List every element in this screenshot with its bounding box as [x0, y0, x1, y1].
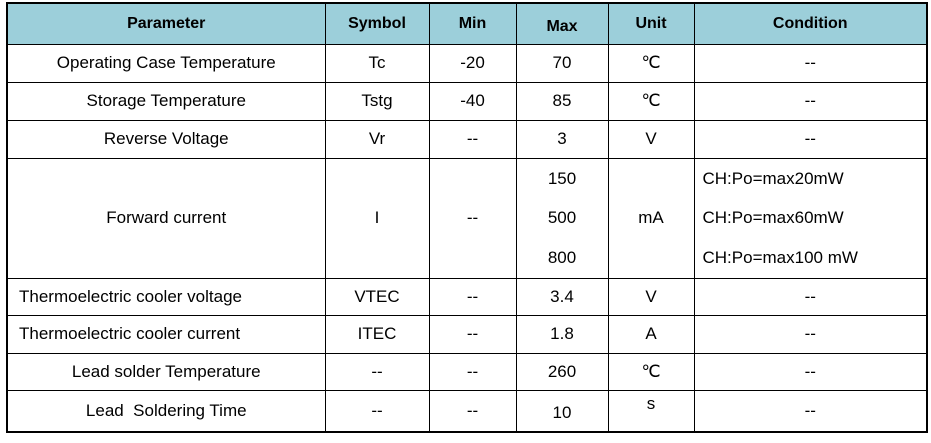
unit-value: s	[646, 393, 656, 413]
cell-symbol: I	[324, 157, 430, 279]
cell-max: 150 500 800	[515, 157, 609, 279]
table-row-forward-current: Forward current I -- 150 500 800 mA CH:P…	[6, 157, 928, 279]
condition-values-stack: CH:Po=max20mW CH:Po=max60mW CH:Po=max100…	[703, 159, 927, 277]
cell-condition: CH:Po=max20mW CH:Po=max60mW CH:Po=max100…	[693, 157, 928, 279]
cell-condition: --	[693, 43, 928, 83]
cell-condition: --	[693, 119, 928, 159]
cell-max: 70	[515, 43, 609, 83]
cell-parameter: Lead solder Temperature	[6, 352, 326, 391]
cell-min: --	[428, 389, 517, 433]
cell-min: --	[428, 119, 517, 159]
header-max-label: Max	[546, 17, 578, 35]
cell-unit: ℃	[607, 352, 695, 391]
cell-min: --	[428, 314, 517, 354]
table-row: Thermoelectric cooler voltage VTEC -- 3.…	[6, 277, 928, 316]
cell-max: 3.4	[515, 277, 609, 316]
header-parameter: Parameter	[6, 2, 326, 45]
table-row: Thermoelectric cooler current ITEC -- 1.…	[6, 314, 928, 354]
cell-condition: --	[693, 389, 928, 433]
cell-parameter: Reverse Voltage	[6, 119, 326, 159]
cell-unit: s	[607, 389, 695, 433]
condition-line: CH:Po=max20mW	[702, 169, 844, 189]
cell-symbol: Tc	[324, 43, 430, 83]
absolute-maximum-ratings-table: Parameter Symbol Min Max Unit Condition …	[6, 2, 928, 433]
cell-condition: --	[693, 352, 928, 391]
max-value-line: 800	[547, 247, 577, 267]
cell-parameter: Lead Soldering Time	[6, 389, 326, 433]
header-min: Min	[428, 2, 517, 45]
cell-parameter: Forward current	[6, 157, 326, 279]
header-unit: Unit	[607, 2, 695, 45]
header-symbol: Symbol	[324, 2, 430, 45]
max-value-line: 500	[547, 208, 577, 228]
cell-unit: mA	[607, 157, 695, 279]
cell-max: 260	[515, 352, 609, 391]
header-max: Max	[515, 2, 609, 45]
cell-max: 1.8	[515, 314, 609, 354]
cell-symbol: Tstg	[324, 81, 430, 121]
cell-unit: ℃	[607, 43, 695, 83]
max-values-stack: 150 500 800	[517, 159, 607, 277]
cell-parameter: Thermoelectric cooler voltage	[6, 277, 326, 316]
cell-condition: --	[693, 314, 928, 354]
condition-line: CH:Po=max60mW	[702, 208, 844, 228]
cell-symbol: VTEC	[324, 277, 430, 316]
table-row: Operating Case Temperature Tc -20 70 ℃ -…	[6, 43, 928, 83]
cell-condition: --	[693, 81, 928, 121]
table-row: Lead solder Temperature -- -- 260 ℃ --	[6, 352, 928, 391]
cell-unit: V	[607, 277, 695, 316]
cell-max: 85	[515, 81, 609, 121]
cell-symbol: --	[324, 389, 430, 433]
table-row: Lead Soldering Time -- -- 10 s --	[6, 389, 928, 433]
cell-condition: --	[693, 277, 928, 316]
cell-min: -40	[428, 81, 517, 121]
condition-line: CH:Po=max100 mW	[702, 247, 858, 267]
cell-parameter: Thermoelectric cooler current	[6, 314, 326, 354]
table-row: Storage Temperature Tstg -40 85 ℃ --	[6, 81, 928, 121]
max-value-line: 150	[547, 169, 577, 189]
cell-min: --	[428, 352, 517, 391]
cell-parameter: Operating Case Temperature	[6, 43, 326, 83]
cell-min: -20	[428, 43, 517, 83]
cell-symbol: Vr	[324, 119, 430, 159]
cell-max: 3	[515, 119, 609, 159]
cell-min: --	[428, 157, 517, 279]
table-header-row: Parameter Symbol Min Max Unit Condition	[6, 2, 928, 45]
cell-unit: V	[607, 119, 695, 159]
cell-parameter: Storage Temperature	[6, 81, 326, 121]
cell-min: --	[428, 277, 517, 316]
cell-symbol: ITEC	[324, 314, 430, 354]
max-value: 10	[552, 402, 572, 422]
cell-unit: A	[607, 314, 695, 354]
cell-max: 10	[515, 389, 609, 433]
cell-unit: ℃	[607, 81, 695, 121]
cell-symbol: --	[324, 352, 430, 391]
header-condition: Condition	[693, 2, 928, 45]
table-row: Reverse Voltage Vr -- 3 V --	[6, 119, 928, 159]
